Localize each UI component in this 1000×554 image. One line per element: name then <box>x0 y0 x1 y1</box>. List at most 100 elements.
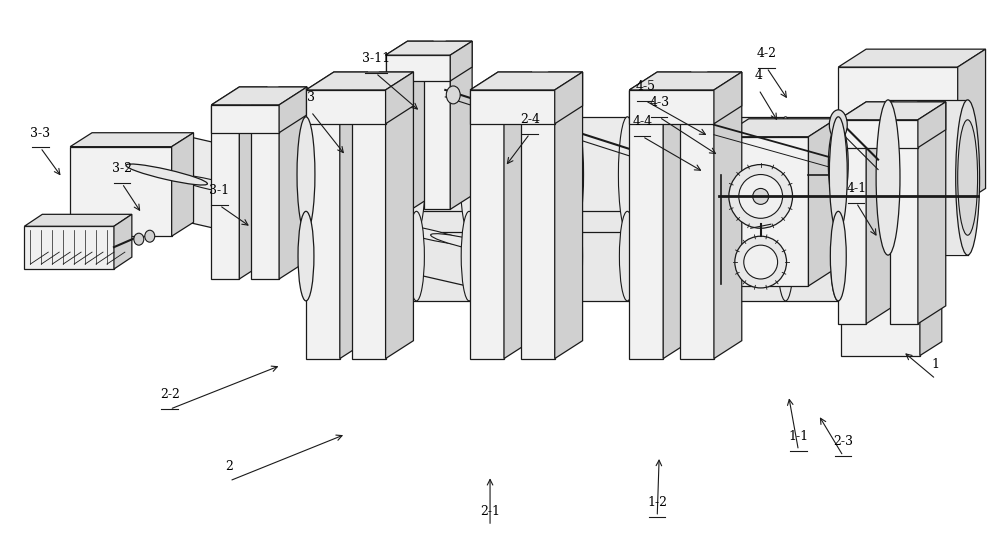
Ellipse shape <box>619 211 635 301</box>
Polygon shape <box>211 105 279 133</box>
Polygon shape <box>386 55 411 209</box>
Ellipse shape <box>729 165 793 228</box>
Polygon shape <box>279 87 307 133</box>
Ellipse shape <box>407 117 425 232</box>
Ellipse shape <box>387 224 469 245</box>
Ellipse shape <box>829 117 847 232</box>
Polygon shape <box>251 105 279 279</box>
Text: 2: 2 <box>225 460 233 473</box>
Text: 2-2: 2-2 <box>160 388 180 401</box>
Polygon shape <box>424 41 472 55</box>
Ellipse shape <box>213 184 294 205</box>
Ellipse shape <box>298 211 314 301</box>
Text: 2-4: 2-4 <box>520 112 540 126</box>
Ellipse shape <box>302 117 320 232</box>
Text: 1: 1 <box>932 358 940 371</box>
Text: 3-2: 3-2 <box>112 162 132 175</box>
Polygon shape <box>386 41 433 55</box>
Ellipse shape <box>257 194 338 215</box>
Ellipse shape <box>829 117 847 232</box>
Text: 4-5: 4-5 <box>635 80 655 93</box>
Text: 3-11: 3-11 <box>362 52 390 65</box>
Polygon shape <box>555 72 583 124</box>
Text: 3: 3 <box>307 91 315 104</box>
Ellipse shape <box>474 244 556 265</box>
Polygon shape <box>211 87 267 105</box>
Polygon shape <box>838 102 894 120</box>
Ellipse shape <box>126 164 207 185</box>
Polygon shape <box>311 211 838 301</box>
Polygon shape <box>211 87 307 105</box>
Polygon shape <box>958 49 986 206</box>
Ellipse shape <box>876 100 900 255</box>
Polygon shape <box>24 214 132 226</box>
Polygon shape <box>386 72 413 124</box>
Ellipse shape <box>618 117 636 232</box>
Polygon shape <box>157 134 524 295</box>
Ellipse shape <box>672 211 688 301</box>
Polygon shape <box>888 100 968 254</box>
Polygon shape <box>714 72 742 124</box>
Ellipse shape <box>297 117 315 232</box>
Polygon shape <box>918 102 946 148</box>
Polygon shape <box>866 102 894 324</box>
Polygon shape <box>890 102 946 120</box>
Polygon shape <box>386 41 472 55</box>
Text: 4-3: 4-3 <box>649 96 669 109</box>
Text: 3-3: 3-3 <box>30 126 50 140</box>
Ellipse shape <box>300 204 382 225</box>
Text: 4-4: 4-4 <box>632 115 652 129</box>
Polygon shape <box>239 87 267 279</box>
Polygon shape <box>470 72 532 90</box>
Polygon shape <box>714 72 742 358</box>
Polygon shape <box>838 67 958 206</box>
Polygon shape <box>114 214 132 269</box>
Polygon shape <box>450 41 472 81</box>
Ellipse shape <box>828 123 848 206</box>
Polygon shape <box>838 120 866 324</box>
Ellipse shape <box>126 164 207 185</box>
Polygon shape <box>251 87 307 105</box>
Ellipse shape <box>671 117 689 232</box>
Text: 4-1: 4-1 <box>846 182 866 194</box>
Ellipse shape <box>778 211 794 301</box>
Polygon shape <box>352 72 413 90</box>
Polygon shape <box>918 102 946 324</box>
Polygon shape <box>470 90 555 124</box>
Ellipse shape <box>344 214 425 235</box>
Ellipse shape <box>461 211 477 301</box>
Ellipse shape <box>446 86 460 104</box>
Polygon shape <box>70 147 172 236</box>
Ellipse shape <box>145 230 155 242</box>
Polygon shape <box>504 72 532 358</box>
Polygon shape <box>838 102 946 120</box>
Polygon shape <box>841 194 920 356</box>
Polygon shape <box>424 55 450 209</box>
Polygon shape <box>521 72 583 90</box>
Polygon shape <box>721 119 836 137</box>
Ellipse shape <box>830 211 846 301</box>
Ellipse shape <box>355 117 373 232</box>
Text: 4: 4 <box>755 69 763 81</box>
Polygon shape <box>841 181 942 194</box>
Polygon shape <box>450 41 472 209</box>
Ellipse shape <box>474 244 556 265</box>
Polygon shape <box>306 90 340 358</box>
Ellipse shape <box>513 117 531 232</box>
Polygon shape <box>470 90 504 358</box>
Ellipse shape <box>830 211 846 301</box>
Text: 1-1: 1-1 <box>788 430 809 443</box>
Polygon shape <box>521 90 555 358</box>
Polygon shape <box>721 137 808 286</box>
Polygon shape <box>629 72 742 90</box>
Polygon shape <box>279 87 307 279</box>
Ellipse shape <box>356 211 372 301</box>
Polygon shape <box>838 49 986 67</box>
Polygon shape <box>411 41 433 209</box>
Polygon shape <box>386 72 413 358</box>
Ellipse shape <box>829 110 847 140</box>
Polygon shape <box>311 117 838 232</box>
Ellipse shape <box>408 211 424 301</box>
Polygon shape <box>663 72 691 358</box>
Ellipse shape <box>514 211 530 301</box>
